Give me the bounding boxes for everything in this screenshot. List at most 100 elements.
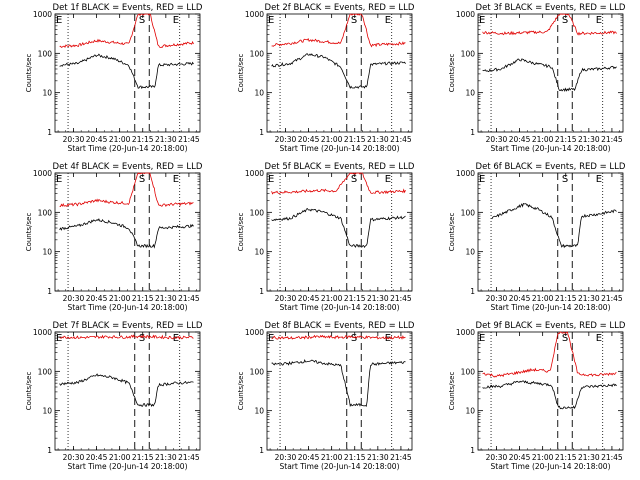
x-tick-label: 20:45 <box>509 294 531 303</box>
plot-frame <box>266 331 413 451</box>
panel-title: Det 3f BLACK = Events, RED = LLD <box>476 3 626 13</box>
x-tick-label: 21:00 <box>109 135 131 144</box>
y-tick-label: 1 <box>470 128 475 137</box>
y-tick-label: 1000 <box>33 10 52 19</box>
series-lld-line <box>271 13 406 48</box>
y-tick-label: 1000 <box>245 10 264 19</box>
x-tick-label: 21:45 <box>178 294 200 303</box>
x-tick-label: 21:00 <box>109 453 131 462</box>
y-tick-label: 10 <box>42 407 52 416</box>
marker-label: S <box>351 333 357 344</box>
y-axis-label: Counts/sec <box>25 213 33 252</box>
x-axis-label: Start Time (20-Jun-14 20:18:00) <box>491 462 611 471</box>
y-tick-label: 10 <box>254 407 264 416</box>
marker-label: E <box>596 15 602 26</box>
x-tick-label: 21:00 <box>532 453 554 462</box>
x-tick-label: 20:45 <box>509 135 531 144</box>
y-tick-label: 100 <box>250 49 265 58</box>
marker-label: E <box>479 174 485 185</box>
marker-label: S <box>139 15 145 26</box>
y-tick-label: 1 <box>259 287 264 296</box>
panel-det-6: Det 6f BLACK = Events, RED = LLD 1 10 100 10… <box>448 162 626 312</box>
x-tick-label: 21:30 <box>367 453 389 462</box>
x-tick-label: 21:30 <box>578 294 600 303</box>
y-tick-label: 100 <box>38 367 53 376</box>
x-axis-label: Start Time (20-Jun-14 20:18:00) <box>68 144 188 153</box>
y-tick-label: 10 <box>254 248 264 257</box>
panel-title: Det 8f BLACK = Events, RED = LLD <box>265 321 415 331</box>
panel-det-2: Det 2f BLACK = Events, RED = LLD 1 10 100 10… <box>237 3 415 153</box>
panel-det-3: Det 3f BLACK = Events, RED = LLD 1 10 100 10… <box>448 3 626 153</box>
y-axis-label: Counts/sec <box>25 54 33 93</box>
y-tick-label: 100 <box>461 49 476 58</box>
x-tick-label: 20:45 <box>86 294 108 303</box>
panel-title: Det 7f BLACK = Events, RED = LLD <box>53 321 203 331</box>
x-tick-label: 21:30 <box>367 294 389 303</box>
series-events-line <box>271 359 406 408</box>
plot-frame <box>477 331 624 451</box>
plot-frame <box>54 331 201 451</box>
y-tick-label: 1 <box>47 287 52 296</box>
plot-frame <box>477 13 624 133</box>
x-tick-label: 21:45 <box>390 294 412 303</box>
x-tick-label: 20:30 <box>486 135 508 144</box>
y-axis-label: Counts/sec <box>25 372 33 411</box>
marker-label: E <box>268 15 274 26</box>
panel-det-5: Det 5f BLACK = Events, RED = LLD 1 10 100 10… <box>237 162 415 312</box>
x-tick-label: 20:45 <box>298 453 320 462</box>
y-tick-label: 10 <box>42 248 52 257</box>
marker-label: S <box>351 174 357 185</box>
plot-frame <box>54 172 201 292</box>
marker-label: E <box>56 174 62 185</box>
series-events-line <box>59 53 194 90</box>
series-events-line <box>491 202 617 249</box>
x-axis-label: Start Time (20-Jun-14 20:18:00) <box>491 303 611 312</box>
y-tick-label: 100 <box>250 208 265 217</box>
x-tick-label: 21:15 <box>555 294 577 303</box>
x-tick-label: 21:45 <box>601 135 623 144</box>
x-tick-label: 21:15 <box>344 453 366 462</box>
y-tick-label: 10 <box>465 248 475 257</box>
y-tick-label: 1000 <box>456 10 475 19</box>
marker-label: S <box>562 174 568 185</box>
panel-title: Det 5f BLACK = Events, RED = LLD <box>265 162 415 172</box>
marker-label: S <box>562 15 568 26</box>
marker-label: E <box>268 174 274 185</box>
y-tick-label: 10 <box>42 89 52 98</box>
x-tick-label: 20:30 <box>63 453 85 462</box>
x-tick-label: 21:30 <box>578 135 600 144</box>
y-tick-label: 1 <box>259 446 264 455</box>
series-lld-line <box>482 331 617 378</box>
x-tick-label: 21:15 <box>555 453 577 462</box>
marker-label: E <box>596 333 602 344</box>
y-axis-label: Counts/sec <box>237 213 245 252</box>
y-tick-label: 1000 <box>33 169 52 178</box>
plot-frame <box>266 13 413 133</box>
plot-frame <box>477 172 624 292</box>
panel-title: Det 1f BLACK = Events, RED = LLD <box>53 3 203 13</box>
y-axis-label: Counts/sec <box>448 372 456 411</box>
x-tick-label: 21:15 <box>132 453 154 462</box>
x-tick-label: 20:30 <box>275 135 297 144</box>
series-lld-line <box>271 172 406 195</box>
plot-frame <box>54 13 201 133</box>
y-axis-label: Counts/sec <box>448 54 456 93</box>
y-tick-label: 100 <box>250 367 265 376</box>
x-tick-label: 21:15 <box>344 135 366 144</box>
y-tick-label: 10 <box>465 89 475 98</box>
series-lld-line <box>482 13 617 36</box>
marker-label: E <box>173 15 179 26</box>
series-lld-line <box>59 13 194 48</box>
y-axis-label: Counts/sec <box>448 213 456 252</box>
series-lld-line <box>271 334 406 340</box>
y-tick-label: 1 <box>470 446 475 455</box>
x-tick-label: 20:30 <box>63 294 85 303</box>
x-tick-label: 21:00 <box>321 453 343 462</box>
y-tick-label: 100 <box>38 208 53 217</box>
y-tick-label: 100 <box>461 367 476 376</box>
x-tick-label: 20:30 <box>275 294 297 303</box>
x-tick-label: 21:45 <box>390 453 412 462</box>
series-lld-line <box>59 334 194 340</box>
x-tick-label: 21:00 <box>532 294 554 303</box>
